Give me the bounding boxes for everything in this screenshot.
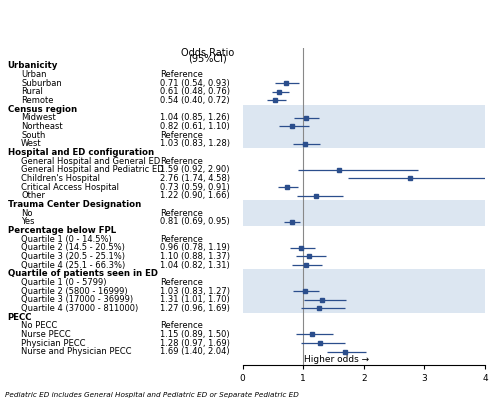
Text: Reference: Reference <box>160 156 203 166</box>
Text: 1.04 (0.82, 1.31): 1.04 (0.82, 1.31) <box>160 261 230 270</box>
Text: General Hospital and Pediatric ED: General Hospital and Pediatric ED <box>21 165 164 174</box>
Text: 0.54 (0.40, 0.72): 0.54 (0.40, 0.72) <box>160 96 230 105</box>
Text: Reference: Reference <box>160 131 203 139</box>
Text: Percentage below FPL: Percentage below FPL <box>8 226 116 235</box>
Text: No: No <box>21 208 32 218</box>
Text: Urbanicity: Urbanicity <box>8 61 58 70</box>
Text: Nurse and Physician PECC: Nurse and Physician PECC <box>21 347 132 356</box>
Text: West: West <box>21 139 42 148</box>
Text: Pediatric ED includes General Hospital and Pediatric ED or Separate Pediatric ED: Pediatric ED includes General Hospital a… <box>5 392 299 398</box>
Text: 2.76 (1.74, 4.58): 2.76 (1.74, 4.58) <box>160 174 230 183</box>
Text: Reference: Reference <box>160 321 203 330</box>
Text: 1.22 (0.90, 1.66): 1.22 (0.90, 1.66) <box>160 191 230 200</box>
Text: 0.96 (0.78, 1.19): 0.96 (0.78, 1.19) <box>160 243 230 252</box>
Bar <box>242 269 485 313</box>
Text: Quartile 4 (25.1 - 66.3%): Quartile 4 (25.1 - 66.3%) <box>21 261 125 270</box>
Text: Remote: Remote <box>21 96 54 105</box>
Text: General Hospital and General ED: General Hospital and General ED <box>21 156 160 166</box>
Text: 1.03 (0.83, 1.28): 1.03 (0.83, 1.28) <box>160 139 230 148</box>
Text: No PECC: No PECC <box>21 321 57 330</box>
Text: Rural: Rural <box>21 87 43 96</box>
Text: Reference: Reference <box>160 278 203 287</box>
Text: Quartile 1 (0 - 5799): Quartile 1 (0 - 5799) <box>21 278 106 287</box>
Text: Quartile 3 (17000 - 36999): Quartile 3 (17000 - 36999) <box>21 295 133 304</box>
Text: Trauma Center Designation: Trauma Center Designation <box>8 200 141 209</box>
Text: Urban: Urban <box>21 70 46 79</box>
Text: 1.31 (1.01, 1.70): 1.31 (1.01, 1.70) <box>160 295 230 304</box>
Text: Other: Other <box>21 191 45 200</box>
Text: 1.03 (0.83, 1.27): 1.03 (0.83, 1.27) <box>160 287 230 295</box>
Bar <box>242 105 485 148</box>
Text: Reference: Reference <box>160 208 203 218</box>
Text: PECC: PECC <box>8 313 32 322</box>
Text: Reference: Reference <box>160 235 203 243</box>
Text: Nurse PECC: Nurse PECC <box>21 330 70 339</box>
Text: Quartile 1 (0 - 14.5%): Quartile 1 (0 - 14.5%) <box>21 235 112 243</box>
Text: Physician PECC: Physician PECC <box>21 339 86 347</box>
Text: 0.82 (0.61, 1.10): 0.82 (0.61, 1.10) <box>160 122 230 131</box>
Text: 1.69 (1.40, 2.04): 1.69 (1.40, 2.04) <box>160 347 230 356</box>
Text: 1.28 (0.97, 1.69): 1.28 (0.97, 1.69) <box>160 339 230 347</box>
Text: (95%CI): (95%CI) <box>188 54 227 64</box>
Bar <box>242 200 485 226</box>
Text: Reference: Reference <box>160 70 203 79</box>
Text: Quartile 2 (14.5 - 20.5%): Quartile 2 (14.5 - 20.5%) <box>21 243 125 252</box>
Text: 1.04 (0.85, 1.26): 1.04 (0.85, 1.26) <box>160 113 230 122</box>
Text: Quartile 2 (5800 - 16999): Quartile 2 (5800 - 16999) <box>21 287 128 295</box>
Text: 1.15 (0.89, 1.50): 1.15 (0.89, 1.50) <box>160 330 230 339</box>
Text: 0.81 (0.69, 0.95): 0.81 (0.69, 0.95) <box>160 217 230 226</box>
Text: 1.27 (0.96, 1.69): 1.27 (0.96, 1.69) <box>160 304 230 313</box>
Text: South: South <box>21 131 46 139</box>
Text: Suburban: Suburban <box>21 79 62 87</box>
Text: Higher odds →: Higher odds → <box>304 355 370 364</box>
Text: Quartile of patients seen in ED: Quartile of patients seen in ED <box>8 269 158 278</box>
Text: 0.71 (0.54, 0.93): 0.71 (0.54, 0.93) <box>160 79 230 87</box>
Text: 0.73 (0.59, 0.91): 0.73 (0.59, 0.91) <box>160 183 230 191</box>
Text: Census region: Census region <box>8 104 76 114</box>
Text: 1.59 (0.92, 2.90): 1.59 (0.92, 2.90) <box>160 165 230 174</box>
Text: Odds Ratio: Odds Ratio <box>181 48 234 58</box>
Text: Hospital and ED configuration: Hospital and ED configuration <box>8 148 154 157</box>
Text: Midwest: Midwest <box>21 113 56 122</box>
Text: 1.10 (0.88, 1.37): 1.10 (0.88, 1.37) <box>160 252 230 261</box>
Text: Children's Hospital: Children's Hospital <box>21 174 100 183</box>
Text: Quartile 4 (37000 - 811000): Quartile 4 (37000 - 811000) <box>21 304 138 313</box>
Text: Northeast: Northeast <box>21 122 62 131</box>
Text: Quartile 3 (20.5 - 25.1%): Quartile 3 (20.5 - 25.1%) <box>21 252 125 261</box>
Text: Critical Access Hospital: Critical Access Hospital <box>21 183 119 191</box>
Text: 0.61 (0.48, 0.76): 0.61 (0.48, 0.76) <box>160 87 230 96</box>
Text: Yes: Yes <box>21 217 34 226</box>
